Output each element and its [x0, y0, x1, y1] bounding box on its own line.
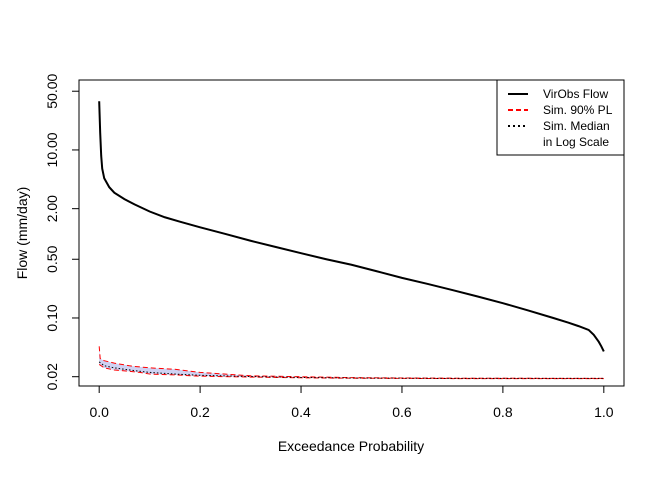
- legend-box: [496, 79, 625, 156]
- x-axis-label: Exceedance Probability: [278, 438, 424, 454]
- x-tick-label: 0.8: [493, 404, 513, 420]
- x-tick-label: 0.6: [392, 404, 412, 420]
- x-tick-label: 1.0: [594, 404, 614, 420]
- virobs-flow-line: [98, 101, 605, 352]
- x-axis: 0.0 0.2 0.4 0.6 0.8 1.0: [89, 385, 614, 420]
- sim-median-line: [98, 361, 604, 379]
- legend-label-virobs: VirObs Flow: [543, 87, 608, 101]
- legend-label-sim-90pl: Sim. 90% PL: [543, 103, 613, 117]
- y-tick-label: 0.10: [44, 304, 60, 331]
- x-tick-label: 0.2: [190, 404, 210, 420]
- legend-label-sim-median: Sim. Median: [543, 119, 610, 133]
- y-tick-label: 0.02: [44, 363, 60, 390]
- y-tick-label: 0.50: [44, 245, 60, 272]
- x-tick-label: 0.0: [89, 404, 109, 420]
- sim-90pl-lower-line: [98, 364, 604, 380]
- y-axis: 0.02 0.10 0.50 2.00 10.00 50.00: [44, 73, 80, 390]
- y-axis-label: Flow (mm/day): [14, 187, 30, 280]
- y-tick-label: 50.00: [44, 73, 60, 108]
- series-layer: [98, 101, 605, 380]
- x-tick-label: 0.4: [291, 404, 311, 420]
- sim-90pl-upper-line: [98, 346, 604, 379]
- y-tick-label: 2.00: [44, 195, 60, 222]
- y-tick-label: 10.00: [44, 132, 60, 167]
- legend: VirObs Flow Sim. 90% PL Sim. Median in L…: [496, 79, 625, 156]
- legend-label-log-scale: in Log Scale: [543, 135, 609, 149]
